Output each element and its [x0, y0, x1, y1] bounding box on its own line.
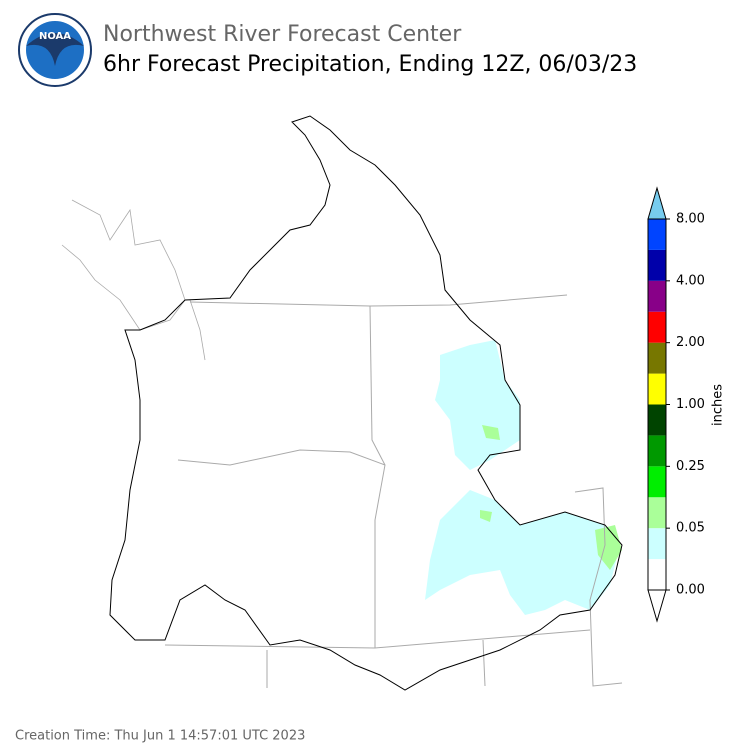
colorbar-label: inches — [711, 384, 726, 426]
under-arrow — [647, 589, 667, 623]
map — [61, 115, 623, 691]
color-bin — [648, 249, 666, 281]
creation-time: Creation Time: Thu Jun 1 14:57:01 UTC 20… — [15, 729, 305, 744]
subtitle: 6hr Forecast Precipitation, Ending 12Z, … — [103, 52, 637, 77]
precip-area — [480, 510, 492, 522]
logo: NOAA — [18, 13, 92, 87]
color-bin — [648, 559, 666, 590]
logo-text: NOAA — [39, 31, 71, 42]
color-bin — [648, 373, 666, 405]
color-bin — [648, 280, 666, 312]
state-line — [164, 294, 623, 688]
basin-outline — [109, 115, 623, 691]
tick-label: 0.00 — [676, 583, 705, 598]
color-bin — [648, 311, 666, 343]
precip-area — [425, 490, 620, 615]
coastline — [61, 199, 206, 361]
precip-area — [482, 425, 500, 440]
color-bin — [648, 219, 666, 250]
color-bin — [648, 342, 666, 374]
color-bin — [648, 435, 666, 467]
tick-label: 4.00 — [676, 273, 705, 288]
tick-label: 0.25 — [676, 459, 705, 474]
title: Northwest River Forecast Center — [103, 22, 462, 47]
tick-label: 2.00 — [676, 335, 705, 350]
over-arrow — [647, 186, 667, 220]
color-bin — [648, 528, 666, 560]
tick-label: 8.00 — [676, 212, 705, 227]
tick-label: 1.00 — [676, 397, 705, 412]
logo-bird — [26, 33, 84, 66]
precip-area — [435, 340, 520, 470]
tick-label: 0.05 — [676, 521, 705, 536]
color-bin — [648, 466, 666, 498]
color-bin — [648, 497, 666, 529]
colorbar: 0.00 0.05 0.25 1.00 2.00 4.00 8.00 — [647, 186, 705, 623]
color-bin — [648, 404, 666, 436]
